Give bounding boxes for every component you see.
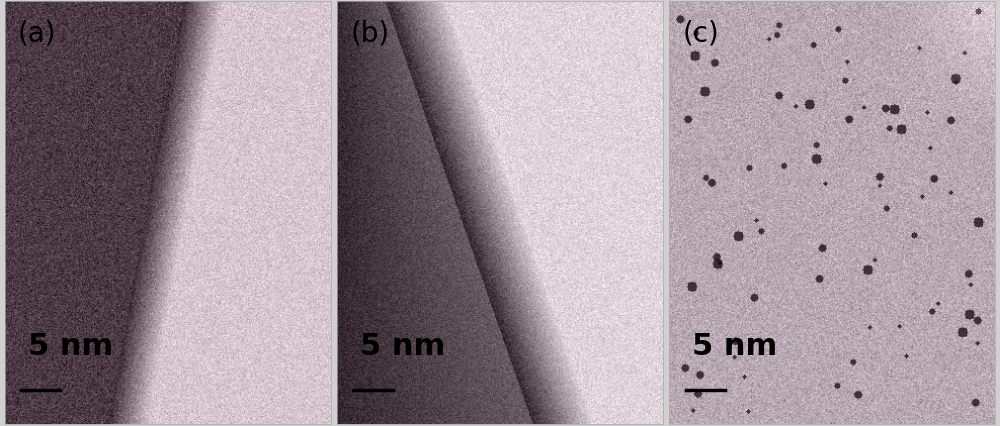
Text: (c): (c) <box>682 19 719 47</box>
Text: 5 nm: 5 nm <box>692 332 777 360</box>
Text: (a): (a) <box>18 19 57 47</box>
Text: (b): (b) <box>350 19 389 47</box>
Text: 5 nm: 5 nm <box>360 332 445 360</box>
Text: 5 nm: 5 nm <box>28 332 113 360</box>
